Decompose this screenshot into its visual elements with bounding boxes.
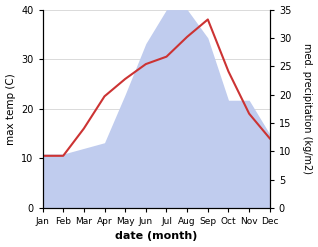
Y-axis label: med. precipitation (kg/m2): med. precipitation (kg/m2) — [302, 43, 313, 174]
Y-axis label: max temp (C): max temp (C) — [5, 73, 16, 144]
X-axis label: date (month): date (month) — [115, 231, 197, 242]
